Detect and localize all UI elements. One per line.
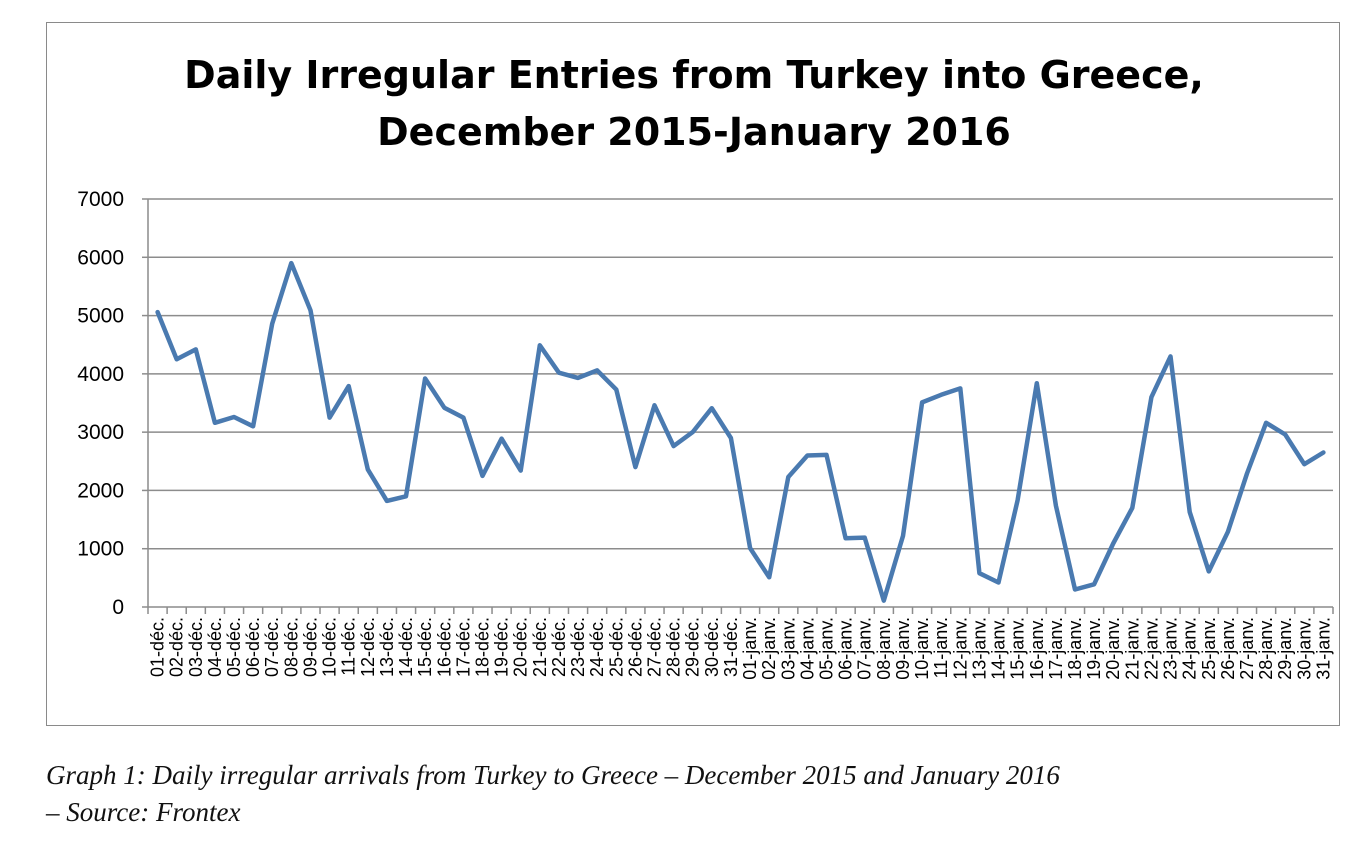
x-tick-label: 13-déc.	[377, 617, 397, 677]
x-tick-label: 20-déc.	[511, 617, 531, 677]
x-tick-label: 07-déc.	[262, 617, 282, 677]
x-tick-label: 19-janv.	[1084, 617, 1104, 680]
x-tick-label: 12-déc.	[358, 617, 378, 677]
x-tick-label: 24-janv.	[1180, 617, 1200, 680]
chart-title-line-2: December 2015-January 2016	[377, 110, 1011, 154]
y-tick-label: 2000	[77, 479, 124, 502]
x-tick-label: 28-janv.	[1256, 617, 1276, 680]
x-tick-label: 17-déc.	[453, 617, 473, 677]
y-axis-tick-labels: 0 1000 2000 3000 4000 5000 6000 7000	[77, 188, 124, 619]
y-tick-label: 0	[112, 596, 124, 619]
gridlines	[148, 198, 1333, 550]
x-tick-label: 29-janv.	[1275, 617, 1295, 680]
x-tick-label: 31-déc.	[721, 617, 741, 677]
x-tick-label: 08-janv.	[874, 617, 894, 680]
y-tick-label: 7000	[77, 188, 124, 211]
x-tick-label: 14-déc.	[396, 617, 416, 677]
x-tick-label: 05-janv.	[817, 617, 837, 680]
x-tick-label: 24-déc.	[587, 617, 607, 677]
x-tick-label: 06-déc.	[243, 617, 263, 677]
x-tick-label: 11-janv.	[931, 617, 951, 678]
x-tick-label: 07-janv.	[855, 617, 875, 680]
x-tick-label: 15-janv.	[1008, 617, 1028, 680]
x-tick-label: 03-janv.	[778, 617, 798, 680]
caption-line-1: Graph 1: Daily irregular arrivals from T…	[46, 760, 1060, 790]
x-tick-label: 11-déc.	[339, 617, 359, 676]
x-tick-label: 31-janv.	[1313, 617, 1333, 680]
x-tick-label: 28-déc.	[664, 617, 684, 677]
x-tick-label: 04-janv.	[797, 617, 817, 680]
y-tick-label: 6000	[77, 246, 124, 269]
y-tick-label: 4000	[77, 363, 124, 386]
x-tick-label: 20-janv.	[1103, 617, 1123, 680]
x-tick-label: 01-déc.	[148, 617, 168, 677]
x-tick-label: 16-janv.	[1027, 617, 1047, 680]
x-tick-label: 21-déc.	[530, 617, 550, 677]
x-tick-label: 14-janv.	[989, 617, 1009, 680]
x-axis-tick-labels: 01-déc. 02-déc. 03-déc. 04-déc. 05-déc. 06-dé…	[148, 617, 1334, 680]
x-tick-label: 30-déc.	[702, 617, 722, 677]
x-tick-label: 23-déc.	[568, 617, 588, 677]
series-line	[155, 260, 1326, 603]
y-tick-label: 1000	[77, 538, 124, 561]
chart-title-line-1: Daily Irregular Entries from Turkey into…	[184, 53, 1204, 97]
x-tick-label: 17-janv.	[1046, 617, 1066, 680]
x-tick-label: 16-déc.	[434, 617, 454, 677]
x-tick-label: 27-déc.	[644, 617, 664, 677]
x-tick-label: 23-janv.	[1161, 617, 1181, 680]
x-tick-label: 18-janv.	[1065, 617, 1085, 680]
y-tick-label: 3000	[77, 421, 124, 444]
x-tick-label: 10-janv.	[912, 617, 932, 680]
x-tick-label: 26-déc.	[625, 617, 645, 677]
x-tick-label: 04-déc.	[205, 617, 225, 677]
x-tick-label: 13-janv.	[969, 617, 989, 680]
x-tick-label: 01-janv.	[740, 617, 760, 680]
chart-frame: Daily Irregular Entries from Turkey into…	[46, 22, 1340, 726]
x-tick-label: 21-janv.	[1122, 617, 1142, 680]
caption-line-2: – Source: Frontex	[46, 797, 241, 827]
y-tick-label: 5000	[77, 305, 124, 328]
x-tick-label: 09-janv.	[893, 617, 913, 680]
x-tick-label: 30-janv.	[1294, 617, 1314, 680]
x-tick-label: 25-déc.	[606, 617, 626, 677]
x-tick-label: 18-déc.	[472, 617, 492, 677]
x-tick-label: 08-déc.	[281, 617, 301, 677]
x-tick-label: 02-déc.	[167, 617, 187, 677]
x-tick-label: 26-janv.	[1218, 617, 1238, 680]
x-tick-label: 02-janv.	[759, 617, 779, 680]
line-chart: Daily Irregular Entries from Turkey into…	[77, 53, 1334, 680]
x-tick-label: 10-déc.	[320, 617, 340, 677]
x-tick-label: 12-janv.	[950, 617, 970, 680]
x-tick-label: 25-janv.	[1199, 617, 1219, 680]
x-tick-label: 03-déc.	[186, 617, 206, 677]
axes	[142, 198, 1334, 614]
x-tick-label: 06-janv.	[836, 617, 856, 680]
x-tick-label: 27-janv.	[1237, 617, 1257, 680]
x-tick-label: 19-déc.	[492, 617, 512, 677]
x-tick-label: 09-déc.	[300, 617, 320, 677]
x-tick-label: 22-déc.	[549, 617, 569, 677]
x-tick-label: 05-déc.	[224, 617, 244, 677]
x-tick-label: 29-déc.	[683, 617, 703, 677]
x-tick-label: 15-déc.	[415, 617, 435, 677]
x-tick-label: 22-janv.	[1141, 617, 1161, 680]
figure-caption: Graph 1: Daily irregular arrivals from T…	[46, 757, 1336, 831]
